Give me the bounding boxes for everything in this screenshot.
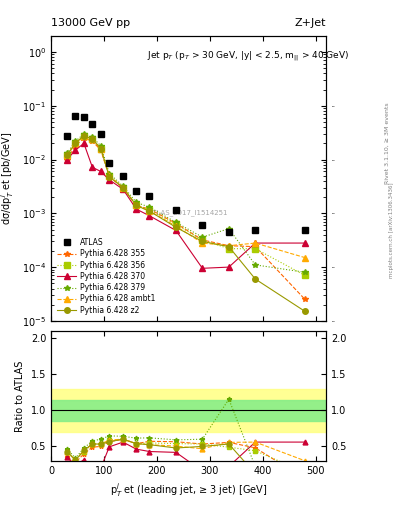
Y-axis label: Ratio to ATLAS: Ratio to ATLAS <box>15 360 25 432</box>
X-axis label: p$_T^j$ et (leading jet, ≥ 3 jet) [GeV]: p$_T^j$ et (leading jet, ≥ 3 jet) [GeV] <box>110 481 267 499</box>
ATLAS <box>200 222 205 228</box>
ATLAS <box>121 173 125 179</box>
Text: 13000 GeV pp: 13000 GeV pp <box>51 18 130 28</box>
Text: mcplots.cern.ch [arXiv:1306.3436]: mcplots.cern.ch [arXiv:1306.3436] <box>389 183 393 278</box>
ATLAS <box>253 226 258 232</box>
Y-axis label: dσ/dp$_T^j$ et [pb/GeV]: dσ/dp$_T^j$ et [pb/GeV] <box>0 132 17 225</box>
ATLAS <box>73 113 78 119</box>
ATLAS <box>107 160 112 166</box>
ATLAS <box>134 188 139 194</box>
ATLAS <box>147 193 152 199</box>
ATLAS <box>64 133 69 139</box>
ATLAS <box>303 226 307 232</box>
Bar <box>51 400 326 421</box>
Line: ATLAS: ATLAS <box>64 112 309 236</box>
ATLAS <box>81 114 86 120</box>
ATLAS <box>174 207 178 213</box>
ATLAS <box>226 229 231 235</box>
Text: Jet p$_T$ (p$_T$ > 30 GeV, |y| < 2.5, m$_{||}$ > 40 GeV): Jet p$_T$ (p$_T$ > 30 GeV, |y| < 2.5, m$… <box>147 50 350 64</box>
Text: Z+Jet: Z+Jet <box>295 18 326 28</box>
Text: ATLAS_2017_I1514251: ATLAS_2017_I1514251 <box>149 209 228 216</box>
Text: Rivet 3.1.10, ≥ 3M events: Rivet 3.1.10, ≥ 3M events <box>385 102 389 184</box>
ATLAS <box>90 121 95 127</box>
Legend: ATLAS, Pythia 6.428 355, Pythia 6.428 356, Pythia 6.428 370, Pythia 6.428 379, P: ATLAS, Pythia 6.428 355, Pythia 6.428 35… <box>55 236 158 317</box>
Bar <box>51 389 326 432</box>
ATLAS <box>99 131 103 137</box>
